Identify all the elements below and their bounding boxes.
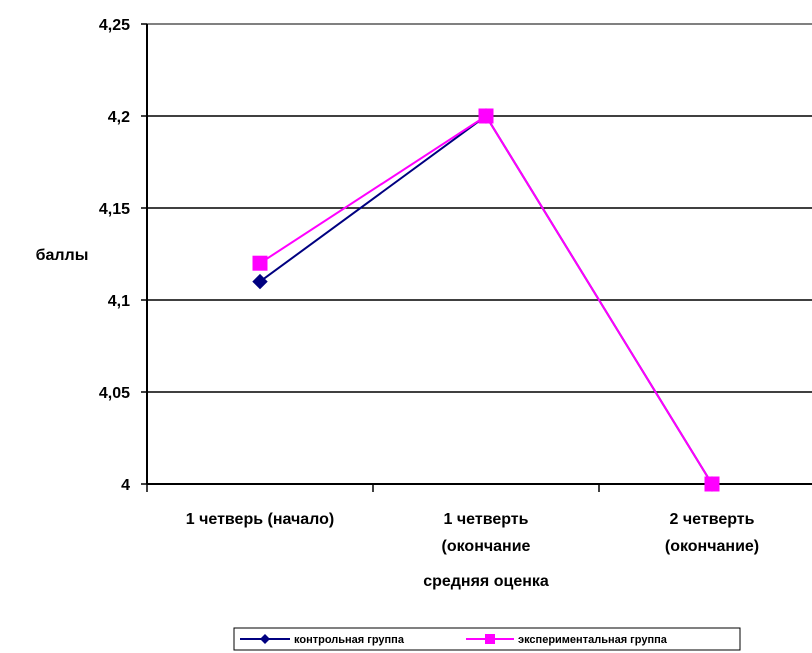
x-tick-label-line: 2 четверть [670,511,755,528]
legend: контрольная группа экспериментальная груп… [233,627,741,651]
y-tick-label: 4,15 [99,201,130,218]
legend-item: экспериментальная группа [466,634,668,646]
legend-item: контрольная группа [240,634,405,646]
series-line-2 [252,108,720,492]
y-tick-label: 4,1 [108,293,130,310]
x-tick-label-line: (окончание) [665,538,759,555]
data-point-square [252,255,268,271]
y-tick-label: 4,2 [108,109,130,126]
x-tick-label: 1 четверть (окончание [442,511,531,555]
y-tick-label: 4,05 [99,385,130,402]
legend-marker-diamond [260,634,270,644]
x-tick-label: 1 четверь (начало) [186,511,334,528]
axes [141,23,812,492]
y-tick-label: 4 [121,477,130,494]
x-tick-labels: 1 четверь (начало) 1 четверть (окончание 2 … [186,511,759,555]
data-point-square [704,476,720,492]
y-tick-label: 4,25 [99,17,130,34]
legend-label: контрольная группа [294,634,405,646]
legend-marker-square [485,634,495,644]
y-tick-labels: 4 4,05 4,1 4,15 4,2 4,25 [99,17,130,494]
y-axis-title: баллы [36,247,89,264]
gridlines [147,23,812,393]
x-tick-label-line: (окончание [442,538,531,555]
x-tick-label: 2 четверть (окончание) [665,511,759,555]
x-axis-title: средняя оценка [423,573,549,590]
x-tick-label-line: 1 четверть [444,511,529,528]
x-tick-label-line: 1 четверь (начало) [186,511,334,528]
data-point-square [478,108,494,124]
data-point-diamond [252,273,268,290]
series [252,108,720,492]
legend-label: экспериментальная группа [518,634,668,646]
